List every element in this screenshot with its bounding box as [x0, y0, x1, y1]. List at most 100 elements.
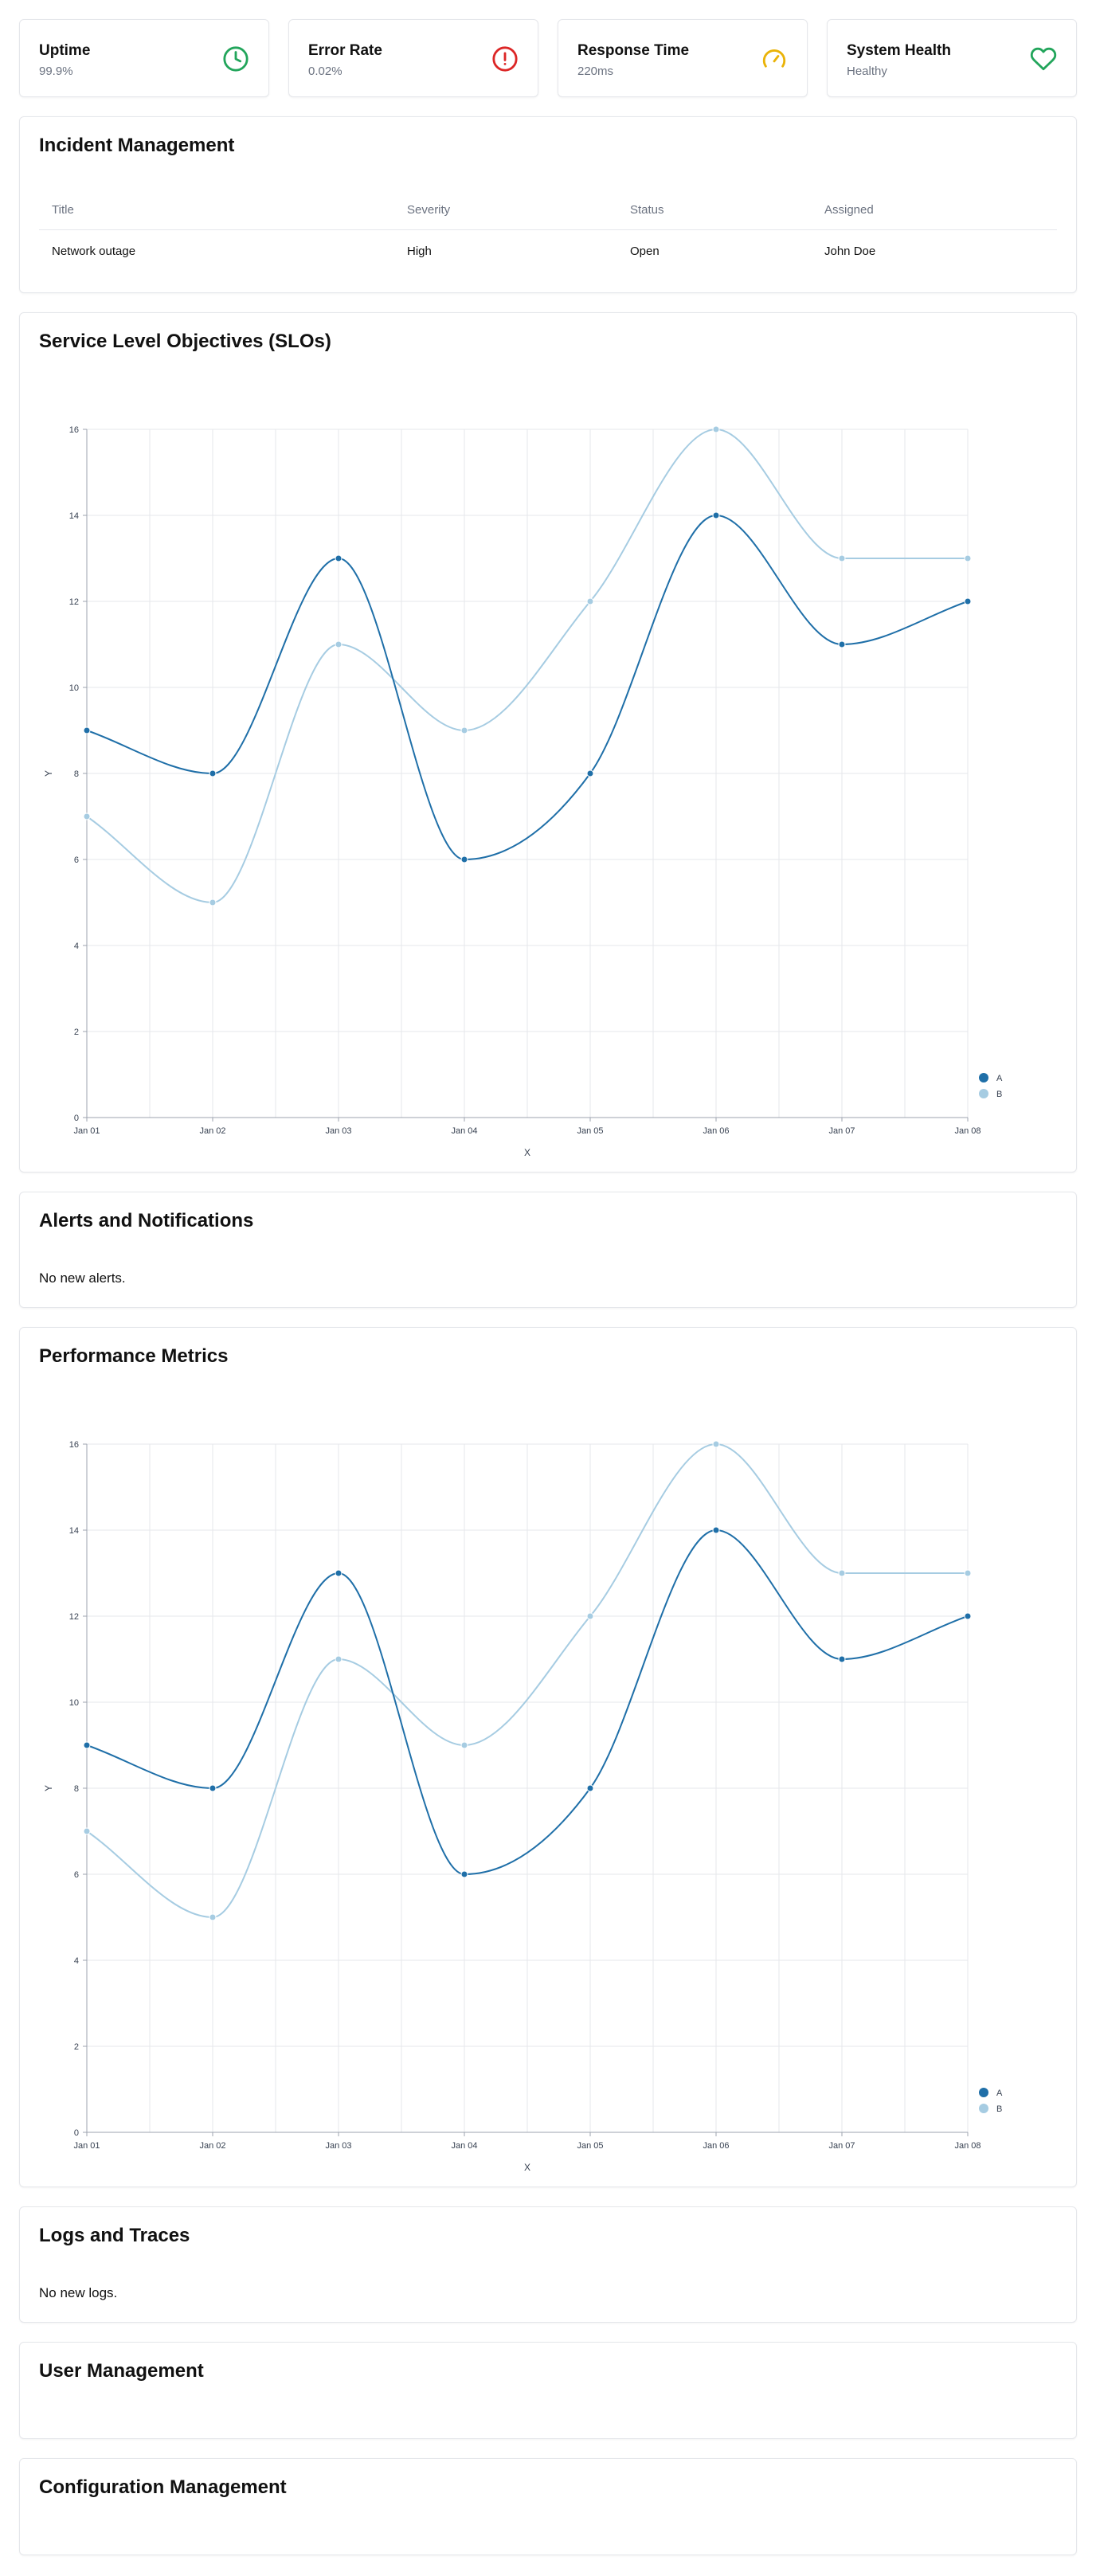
data-point-b[interactable] [964, 1569, 972, 1577]
x-tick-label: Jan 04 [451, 1126, 477, 1136]
data-point-a[interactable] [460, 1870, 468, 1878]
performance-card: Performance Metrics 0 2 4 6 8 10 12 14 16 Jan 01 J… [19, 1327, 1077, 2187]
data-point-b[interactable] [209, 1913, 217, 1921]
data-point-b[interactable] [335, 640, 342, 648]
data-point-b[interactable] [586, 1612, 594, 1620]
data-point-a[interactable] [209, 1784, 217, 1792]
data-point-b[interactable] [712, 425, 720, 433]
y-tick-label: 10 [69, 683, 79, 693]
user-management-title: User Management [39, 2360, 204, 2382]
logs-title: Logs and Traces [39, 2225, 190, 2246]
y-tick-label: 6 [74, 1870, 79, 1880]
y-tick-label: 14 [69, 1526, 79, 1536]
data-point-a[interactable] [838, 1655, 846, 1663]
data-point-a[interactable] [335, 1569, 342, 1577]
data-point-b[interactable] [586, 597, 594, 605]
data-point-b[interactable] [964, 554, 972, 562]
x-tick-label: Jan 05 [577, 1126, 603, 1136]
x-tick-label: Jan 08 [954, 2141, 981, 2151]
data-point-a[interactable] [964, 1612, 972, 1620]
x-tick-label: Jan 04 [451, 2141, 477, 2151]
data-point-a[interactable] [586, 769, 594, 777]
alert-circle-icon [491, 45, 519, 72]
legend-label-b[interactable]: B [996, 1090, 1002, 1099]
data-point-b[interactable] [83, 1827, 91, 1835]
error-rate-value: 0.02% [308, 65, 342, 78]
slo-title: Service Level Objectives (SLOs) [39, 331, 331, 352]
x-tick-label: Jan 03 [325, 2141, 351, 2151]
data-point-a[interactable] [964, 597, 972, 605]
data-point-b[interactable] [838, 1569, 846, 1577]
legend-swatch-b[interactable] [979, 1089, 988, 1098]
y-axis-label: Y [43, 1785, 54, 1791]
chart-legend: AB [979, 2088, 1003, 2114]
data-point-a[interactable] [335, 554, 342, 562]
heart-icon [1030, 45, 1057, 72]
response-time-card: Response Time 220ms [558, 19, 808, 97]
y-tick-label: 2 [74, 1028, 79, 1037]
incident-severity-cell: High [407, 245, 432, 258]
data-point-b[interactable] [712, 1440, 720, 1448]
y-tick-label: 16 [69, 1440, 79, 1450]
incident-status-cell: Open [630, 245, 660, 258]
data-point-a[interactable] [586, 1784, 594, 1792]
x-tick-label: Jan 03 [325, 1126, 351, 1136]
y-tick-label: 12 [69, 597, 79, 607]
data-point-a[interactable] [209, 769, 217, 777]
x-tick-label: Jan 07 [828, 2141, 855, 2151]
data-point-b[interactable] [460, 726, 468, 734]
configuration-management-card: Configuration Management [19, 2458, 1077, 2555]
slo-card: Service Level Objectives (SLOs) 0 2 4 6 8 10 1… [19, 312, 1077, 1173]
x-tick-label: Jan 02 [199, 2141, 225, 2151]
legend-swatch-b[interactable] [979, 2104, 988, 2113]
legend-label-a[interactable]: A [996, 1074, 1003, 1083]
data-point-b[interactable] [335, 1655, 342, 1663]
data-point-a[interactable] [712, 511, 720, 519]
error-rate-card: Error Rate 0.02% [288, 19, 538, 97]
column-header-status: Status [630, 203, 664, 217]
incident-assigned-cell: John Doe [824, 245, 876, 258]
y-tick-label: 2 [74, 2042, 79, 2052]
y-tick-label: 10 [69, 1698, 79, 1708]
y-tick-label: 16 [69, 425, 79, 435]
legend-label-a[interactable]: A [996, 2089, 1003, 2098]
incident-management-card: Incident Management Title Severity Statu… [19, 116, 1077, 293]
data-point-a[interactable] [712, 1526, 720, 1534]
data-point-b[interactable] [460, 1741, 468, 1749]
y-tick-label: 8 [74, 769, 79, 779]
x-axis-label: X [524, 1147, 530, 1158]
y-tick-label: 0 [74, 1114, 79, 1123]
x-tick-label: Jan 07 [828, 1126, 855, 1136]
series-line-b [86, 1443, 968, 1919]
alerts-empty-text: No new alerts. [39, 1270, 126, 1286]
series-line-a [86, 514, 969, 861]
legend-label-b[interactable]: B [996, 2104, 1002, 2114]
data-point-b[interactable] [83, 812, 91, 820]
chart-grid [86, 1443, 969, 2133]
alerts-title: Alerts and Notifications [39, 1210, 254, 1231]
legend-swatch-a[interactable] [979, 1073, 988, 1082]
data-point-a[interactable] [460, 855, 468, 863]
data-point-a[interactable] [83, 1741, 91, 1749]
uptime-title: Uptime [39, 42, 91, 59]
user-management-card: User Management [19, 2342, 1077, 2439]
data-point-b[interactable] [209, 898, 217, 906]
data-point-b[interactable] [838, 554, 846, 562]
legend-swatch-a[interactable] [979, 2088, 988, 2097]
clock-icon [222, 45, 249, 72]
table-row[interactable]: Network outage High Open John Doe [39, 230, 1057, 273]
x-tick-label: Jan 06 [703, 2141, 729, 2151]
response-time-value: 220ms [577, 65, 614, 78]
y-tick-label: 6 [74, 855, 79, 865]
system-health-card: System Health Healthy [827, 19, 1077, 97]
x-tick-label: Jan 05 [577, 2141, 603, 2151]
data-point-a[interactable] [838, 640, 846, 648]
data-point-a[interactable] [83, 726, 91, 734]
column-header-severity: Severity [407, 203, 451, 217]
x-axis-label: X [524, 2162, 530, 2173]
chart-legend: AB [979, 1073, 1003, 1099]
x-tick-label: Jan 08 [954, 1126, 981, 1136]
y-tick-label: 4 [74, 942, 79, 951]
system-health-value: Healthy [847, 65, 887, 78]
